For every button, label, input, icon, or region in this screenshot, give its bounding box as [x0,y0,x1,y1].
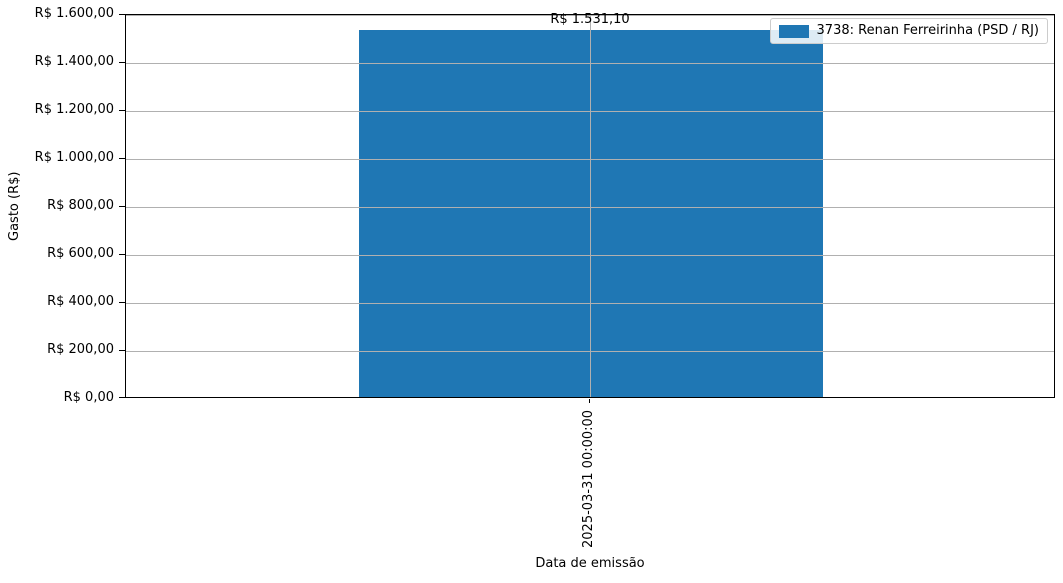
y-tick-mark [119,302,125,303]
y-tick-mark [119,158,125,159]
legend: 3738: Renan Ferreirinha (PSD / RJ) [769,18,1048,44]
y-tick-label: R$ 1.200,00 [34,102,114,117]
y-tick-label: R$ 0,00 [63,390,114,405]
y-tick-mark [119,254,125,255]
y-tick-label: R$ 1.600,00 [34,6,114,21]
y-tick-mark [119,110,125,111]
y-tick-label: R$ 200,00 [47,342,114,357]
y-tick-mark [119,14,125,15]
legend-entry-label: 3738: Renan Ferreirinha (PSD / RJ) [816,23,1039,38]
y-tick-label: R$ 800,00 [47,198,114,213]
y-tick-label: R$ 600,00 [47,246,114,261]
x-tick-mark [589,399,590,403]
y-tick-mark [119,206,125,207]
y-tick-label: R$ 1.000,00 [34,150,114,165]
legend-swatch-icon [778,24,809,38]
x-tick-label: 2025-03-31 00:00:00 [581,409,596,548]
x-axis-title: Data de emissão [535,556,645,571]
y-axis-title: Gasto (R$) [7,171,22,241]
v-gridline [590,15,591,397]
y-tick-mark [119,350,125,351]
y-tick-mark [119,397,125,398]
bar-2025-03-31 [359,30,823,397]
y-tick-label: R$ 400,00 [47,294,114,309]
plot-area [125,14,1055,398]
y-tick-mark [119,62,125,63]
bar-value-label: R$ 1.531,10 [550,12,630,27]
y-tick-label: R$ 1.400,00 [34,54,114,69]
